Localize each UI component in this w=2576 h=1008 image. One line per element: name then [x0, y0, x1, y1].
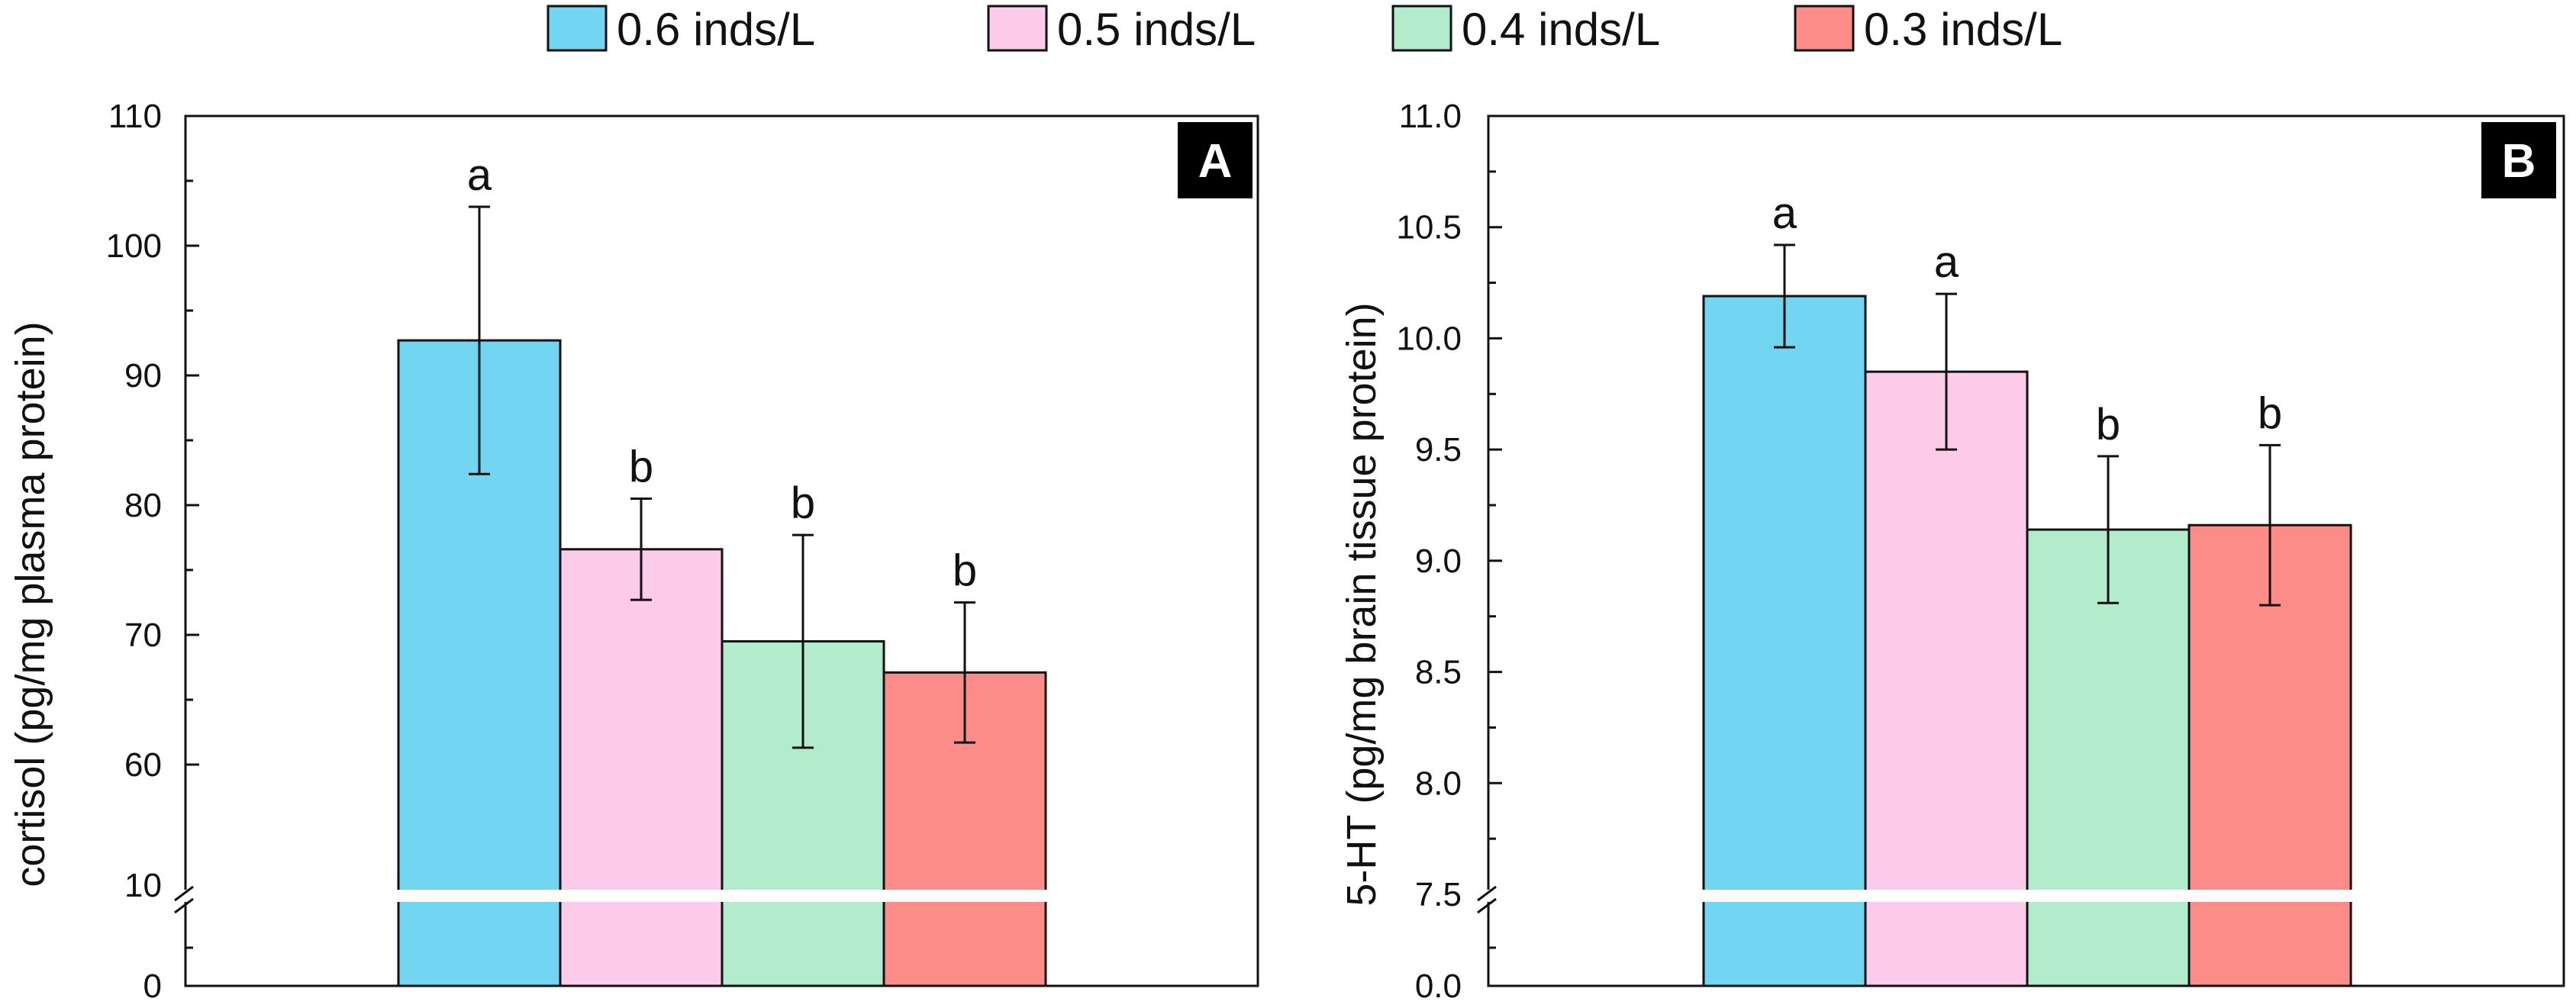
legend-swatch [1391, 5, 1452, 52]
significance-letter: a [1772, 188, 1797, 238]
panel-label-box [1178, 122, 1253, 198]
y-tick-label: 0 [143, 968, 162, 1005]
chart-panel-b: a a b b 7.5 8.0 8.5 9.0 9.5 10.0 10.5 11.0 0.0 5-HT (… [1339, 98, 2565, 1005]
y-tick-label: 7.5 [1415, 876, 1462, 913]
y-tick-label: 70 [124, 617, 162, 654]
panel-label: B [2502, 135, 2536, 188]
legend-swatch [546, 5, 608, 52]
axis-break-band [1702, 890, 2352, 902]
y-tick-label: 110 [108, 98, 162, 135]
significance-letter: b [953, 546, 977, 596]
significance-letter: b [2258, 388, 2282, 438]
legend-swatch [1794, 5, 1855, 52]
y-tick-label: 9.5 [1415, 431, 1462, 469]
bar [559, 548, 724, 987]
y-axis-title: 5-HT (pg/mg brain tissue protein) [1339, 302, 1385, 906]
significance-letter: b [629, 443, 653, 492]
y-tick-label: 10.5 [1396, 209, 1462, 246]
panel-label: A [1198, 135, 1233, 188]
significance-letter: b [791, 478, 815, 528]
axis-break-band [397, 890, 1047, 902]
y-axis-title: cortisol (pg/mg plasma protein) [8, 321, 53, 887]
y-tick-label: 0.0 [1415, 968, 1462, 1005]
axis-break-mark [1477, 897, 1497, 914]
significance-letter: a [1934, 237, 1959, 287]
chart-panel-a: a b b b 60 70 80 90 100 110 0 10 cortisol (pg/mg pla… [8, 98, 1259, 1005]
legend-swatch [987, 5, 1048, 52]
legend-label: 0.4 inds/L [1462, 4, 1660, 55]
y-tick-label: 80 [124, 487, 162, 524]
y-tick-label: 8.0 [1415, 765, 1462, 802]
y-tick-label: 11.0 [1399, 98, 1462, 135]
y-tick-label: 60 [124, 746, 162, 784]
y-tick-label: 10 [124, 867, 162, 904]
significance-letter: b [2096, 400, 2120, 449]
axis-break-mark [174, 885, 194, 902]
panel-label-box [2481, 122, 2556, 198]
bar [2026, 528, 2191, 987]
axis-break-mark [174, 897, 194, 914]
y-tick-label: 90 [124, 357, 162, 395]
legend-label: 0.5 inds/L [1057, 4, 1256, 55]
bar [1702, 295, 1867, 987]
bar [1864, 370, 2029, 987]
legend-label: 0.6 inds/L [617, 4, 815, 55]
y-tick-label: 9.0 [1415, 543, 1462, 580]
legend: 0.6 inds/L 0.5 inds/L 0.4 inds/L 0.3 inds/L [546, 4, 2062, 55]
y-tick-label: 100 [106, 227, 162, 265]
axis-break-mark [1477, 885, 1497, 902]
y-tick-label: 10.0 [1396, 320, 1462, 357]
legend-label: 0.3 inds/L [1864, 4, 2062, 55]
significance-letter: a [467, 150, 492, 200]
y-tick-label: 8.5 [1415, 654, 1462, 691]
